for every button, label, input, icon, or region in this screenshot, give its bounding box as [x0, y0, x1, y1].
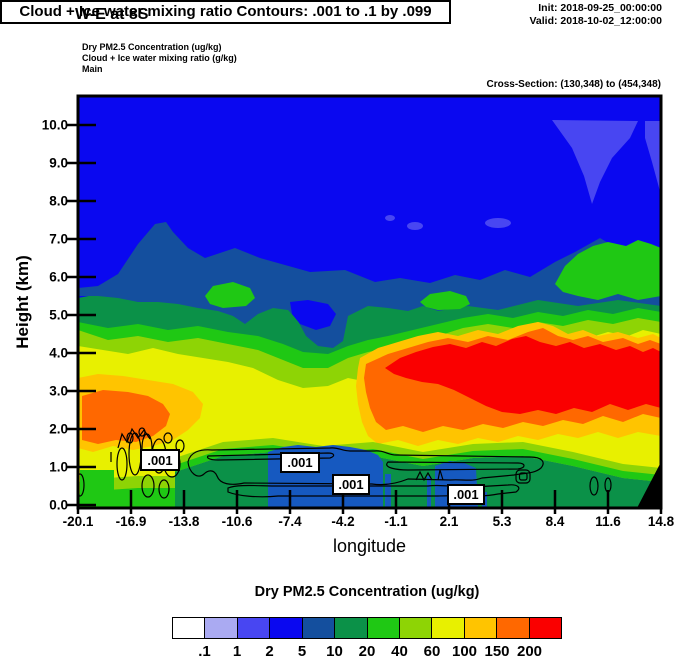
colorbar-tick-label: 5 — [297, 643, 307, 660]
x-tick-label: 2.1 — [439, 514, 459, 529]
colorbar-cell — [172, 617, 206, 639]
fill-periwinkle-strip — [645, 121, 661, 195]
fill-red-plume — [385, 336, 661, 414]
y-tick-label: 2.0 — [49, 421, 68, 437]
run-times: Init: 2018-09-25_00:00:00 Valid: 2018-10… — [529, 2, 662, 28]
plot-border — [76, 94, 663, 510]
fill-surface-blue-strip — [427, 476, 431, 508]
x-tick-label: -1.1 — [384, 514, 408, 529]
fill-green-blob — [420, 291, 470, 310]
colorbar-tick-label: 1 — [232, 643, 242, 660]
x-tick-label: 5.3 — [492, 514, 512, 529]
y-tick-label: 5.0 — [49, 307, 68, 323]
x-tick-label: 14.8 — [647, 514, 674, 529]
y-tick-label: 8.0 — [49, 193, 68, 209]
colorbar-cell — [528, 617, 563, 639]
colorbar-cell — [463, 617, 498, 639]
colorbar-cell — [334, 617, 368, 639]
contour-value-label: .001 — [140, 449, 180, 471]
fill-darkblue-band — [78, 222, 661, 348]
fill-periwinkle-blob — [407, 222, 423, 230]
contour-value-label: .001 — [280, 452, 320, 473]
fill-periwinkle-wedge — [552, 120, 638, 204]
axes-frame — [66, 94, 663, 514]
y-tick-label: 6.0 — [49, 269, 68, 285]
x-tick-label: -10.6 — [221, 514, 253, 529]
colorbar-cell — [236, 617, 271, 639]
fill-periwinkle-blob — [385, 215, 395, 221]
valid-time: Valid: 2018-10-02_12:00:00 — [529, 15, 662, 27]
init-time: Init: 2018-09-25_00:00:00 — [538, 2, 662, 14]
contour-banner: Cloud + Ice water mixing ratio Contours:… — [0, 0, 451, 24]
colorbar-cell — [301, 617, 336, 639]
field-pm25: Dry PM2.5 Concentration (ug/kg) — [82, 42, 222, 52]
contour-value-label: .001 — [332, 474, 370, 495]
terrain-mask — [637, 462, 661, 508]
x-tick-label: -20.1 — [62, 514, 94, 529]
fill-green-blob-right — [555, 240, 661, 300]
field-list: Dry PM2.5 Concentration (ug/kg) Cloud + … — [82, 42, 237, 75]
x-tick-label: -7.4 — [278, 514, 302, 529]
colorbar-tick-label: 100 — [451, 643, 478, 660]
y-tick-label: 1.0 — [49, 459, 68, 475]
colorbar-tick-label: 200 — [516, 643, 543, 660]
y-tick-label: 7.0 — [49, 231, 68, 247]
colorbar-tick-label: 150 — [484, 643, 510, 660]
colorbar-tick-label: 40 — [391, 643, 408, 660]
x-tick-label: 11.6 — [595, 514, 621, 529]
fill-blue-dip — [290, 300, 336, 330]
colorbar-tick-label: 10 — [326, 643, 343, 660]
colorbar-cell — [398, 617, 433, 639]
colorbar-cell — [496, 617, 530, 639]
colorbar-cell — [366, 617, 400, 639]
colorbar-tick-label: 60 — [423, 643, 441, 660]
fill-green-column — [80, 470, 114, 508]
colorbar-cell — [204, 617, 238, 639]
axis-ticks — [66, 123, 663, 514]
y-axis-title: Height (km) — [13, 255, 32, 349]
x-tick-label: -16.9 — [115, 514, 147, 529]
field-cloud-ice: Cloud + Ice water mixing ratio (g/kg) — [82, 53, 237, 63]
y-tick-label: 4.0 — [49, 345, 68, 361]
y-tick-label: 0.0 — [49, 497, 68, 513]
fill-green-blob — [205, 282, 255, 308]
contour-field-plot — [78, 96, 661, 508]
colorbar-title: Dry PM2.5 Concentration (ug/kg) — [254, 584, 480, 600]
page-title: W-E at 8S — [75, 6, 149, 23]
colorbar — [172, 617, 563, 639]
fill-orange-left — [82, 390, 170, 444]
fill-surface-blue-strip — [385, 474, 391, 508]
fill-periwinkle-blob — [485, 218, 511, 228]
x-tick-label: -13.8 — [168, 514, 200, 529]
cloud-ice-contour-lines — [78, 427, 612, 499]
colorbar-cell — [431, 617, 465, 639]
colorbar-tick-label: .1 — [198, 643, 211, 660]
contour-value-label: .001 — [447, 484, 485, 505]
colorbar-cell — [269, 617, 303, 639]
x-axis-title: longitude — [332, 536, 407, 556]
y-tick-label: 3.0 — [49, 383, 68, 399]
y-axis-ticks — [66, 123, 96, 507]
colorbar-tick-label: 2 — [265, 643, 274, 660]
y-tick-label: 10.0 — [41, 117, 68, 133]
cross-section-label: Cross-Section: (130,348) to (454,348) — [486, 79, 661, 90]
colorbar-tick-label: 20 — [358, 643, 376, 660]
x-tick-label: 8.4 — [545, 514, 565, 529]
field-domain: Main — [82, 64, 103, 74]
x-tick-label: -4.2 — [331, 514, 355, 529]
y-tick-label: 9.0 — [49, 155, 68, 171]
